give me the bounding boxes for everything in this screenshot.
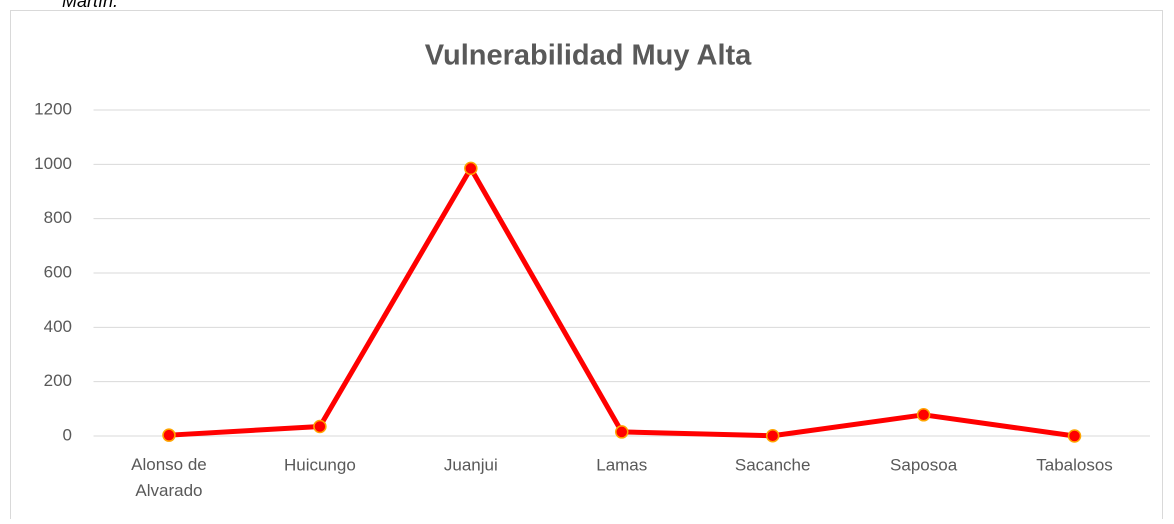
x-tick-label: Tabalosos [1036,455,1113,474]
y-tick-label: 1000 [34,154,72,173]
marker [313,419,327,434]
x-tick-label: Alonso de Alvarado [131,455,207,500]
caption: Martín. [62,0,118,11]
marker [765,428,780,443]
y-tick-label: 400 [44,317,72,336]
chart-frame [10,10,1163,524]
marker [615,425,629,439]
y-tick-label: 200 [44,371,72,390]
x-tick-label: Huicungo [284,455,356,474]
marker [464,161,478,176]
y-tick-label: 1200 [34,99,72,118]
y-tick-label: 800 [44,208,72,227]
marker [916,408,931,422]
x-tick-label: Sacanche [735,455,811,474]
x-tick-label: Lamas [596,455,647,474]
marker [162,428,176,442]
marker [1067,429,1082,443]
chart-title: Vulnerabilidad Muy Alta [425,40,752,72]
y-tick-label: 600 [44,262,72,281]
y-tick-label: 0 [63,425,72,444]
x-tick-label: Juanjui [444,455,498,474]
x-tick-label: Saposoa [890,455,958,474]
